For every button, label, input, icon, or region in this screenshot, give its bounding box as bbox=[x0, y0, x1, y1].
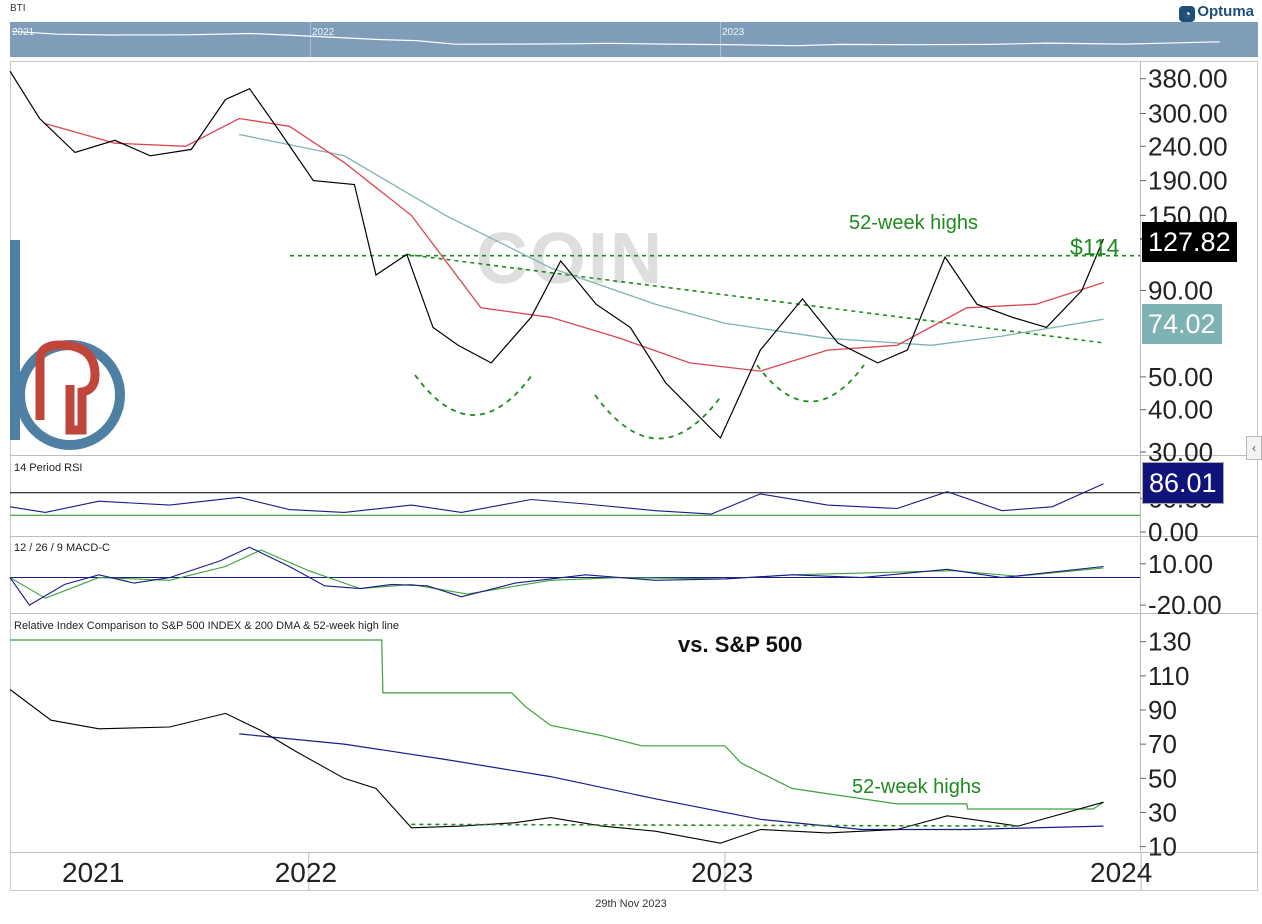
nav-separator bbox=[720, 22, 721, 57]
x-axis-year-label: 2024 bbox=[1090, 857, 1152, 888]
panel-divider bbox=[10, 536, 1258, 537]
downtrend-line bbox=[406, 253, 1104, 344]
relative-axis-tick-label: 70 bbox=[1148, 729, 1177, 759]
brand-logo: ◔ Optuma bbox=[1179, 3, 1254, 22]
rel-52-week-high-line bbox=[10, 639, 1104, 810]
price-axis-tick-label: 40.00 bbox=[1148, 395, 1213, 425]
relative-axis-tick-label: 30 bbox=[1148, 797, 1177, 827]
relative-52-week-highs-label: 52-week highs bbox=[852, 776, 981, 798]
ma50-series-line bbox=[45, 117, 1104, 372]
optuma-logo-icon: ◔ bbox=[1179, 6, 1196, 22]
rsi-axis-tick-label: 0.00 bbox=[1148, 517, 1199, 547]
x-axis-year-label: 2023 bbox=[691, 857, 753, 888]
macd-axis-tick-label: 10.00 bbox=[1148, 549, 1213, 579]
rel-trend-line bbox=[411, 823, 1018, 827]
ticker-label: BTI bbox=[10, 3, 26, 14]
panel-divider bbox=[10, 852, 1258, 853]
relative-axis-tick-label: 10 bbox=[1148, 832, 1177, 862]
rel-index-line bbox=[9, 689, 1104, 844]
ma200-series-line bbox=[239, 133, 1104, 346]
macd-axis-tick-label: -20.00 bbox=[1148, 590, 1222, 620]
relative-axis-tick-label: 130 bbox=[1148, 627, 1191, 657]
price-axis-tick-label: 300.00 bbox=[1148, 98, 1228, 128]
x-axis-year-label: 2022 bbox=[275, 857, 337, 888]
pattern-arc bbox=[414, 374, 533, 416]
pattern-arc bbox=[594, 394, 723, 440]
price-52-week-highs-label: 52-week highs bbox=[849, 212, 978, 234]
nav-separator bbox=[310, 22, 311, 57]
pattern-arc bbox=[756, 364, 865, 403]
nav-year-2023: 2023 bbox=[722, 27, 745, 38]
chart-frame bbox=[10, 61, 1258, 891]
macd-signal-line bbox=[9, 549, 1104, 599]
x-axis-year-label: 2021 bbox=[62, 857, 124, 888]
collapse-panel-chevron-icon[interactable]: ‹ bbox=[1246, 436, 1262, 460]
level-114-label: $114 bbox=[1070, 234, 1120, 260]
axis-divider bbox=[1140, 61, 1141, 852]
relative-title: Relative Index Comparison to S&P 500 IND… bbox=[14, 620, 399, 632]
side-logo-mark-icon bbox=[35, 340, 100, 435]
price-axis-tick-label: 50.00 bbox=[1148, 362, 1213, 392]
price-series-line bbox=[9, 70, 1105, 440]
panel-divider bbox=[10, 455, 1258, 456]
brand-name: Optuma bbox=[1197, 3, 1254, 20]
price-axis-tick-label: 190.00 bbox=[1148, 166, 1228, 196]
macd-series-line bbox=[9, 546, 1104, 606]
rsi-series-line bbox=[9, 483, 1104, 515]
rel-200dma-line bbox=[239, 733, 1104, 831]
navigator-series-line bbox=[11, 30, 1220, 47]
price-axis-tick-label: 90.00 bbox=[1148, 275, 1213, 305]
time-navigator[interactable]: 2021 2022 2023 bbox=[10, 22, 1258, 57]
rsi-title: 14 Period RSI bbox=[14, 462, 83, 474]
nav-year-2022: 2022 bbox=[312, 27, 335, 38]
ma-value-box: 74.02 bbox=[1142, 304, 1222, 344]
price-axis-tick-label: 380.00 bbox=[1148, 64, 1228, 94]
last-price-box: 127.82 bbox=[1142, 222, 1237, 262]
ticker-watermark: COIN bbox=[476, 219, 664, 299]
rsi-value-box: 86.01 bbox=[1142, 462, 1224, 504]
relative-axis-tick-label: 90 bbox=[1148, 695, 1177, 725]
footer-date: 29th Nov 2023 bbox=[595, 898, 667, 910]
relative-axis-tick-label: 110 bbox=[1148, 661, 1189, 691]
price-axis-tick-label: 240.00 bbox=[1148, 131, 1228, 161]
macd-title: 12 / 26 / 9 MACD-C bbox=[14, 542, 110, 554]
side-logo-bar-icon bbox=[10, 240, 20, 440]
panel-divider bbox=[10, 613, 1258, 614]
relative-axis-tick-label: 50 bbox=[1148, 763, 1177, 793]
vs-sp500-label: vs. S&P 500 bbox=[678, 632, 803, 657]
